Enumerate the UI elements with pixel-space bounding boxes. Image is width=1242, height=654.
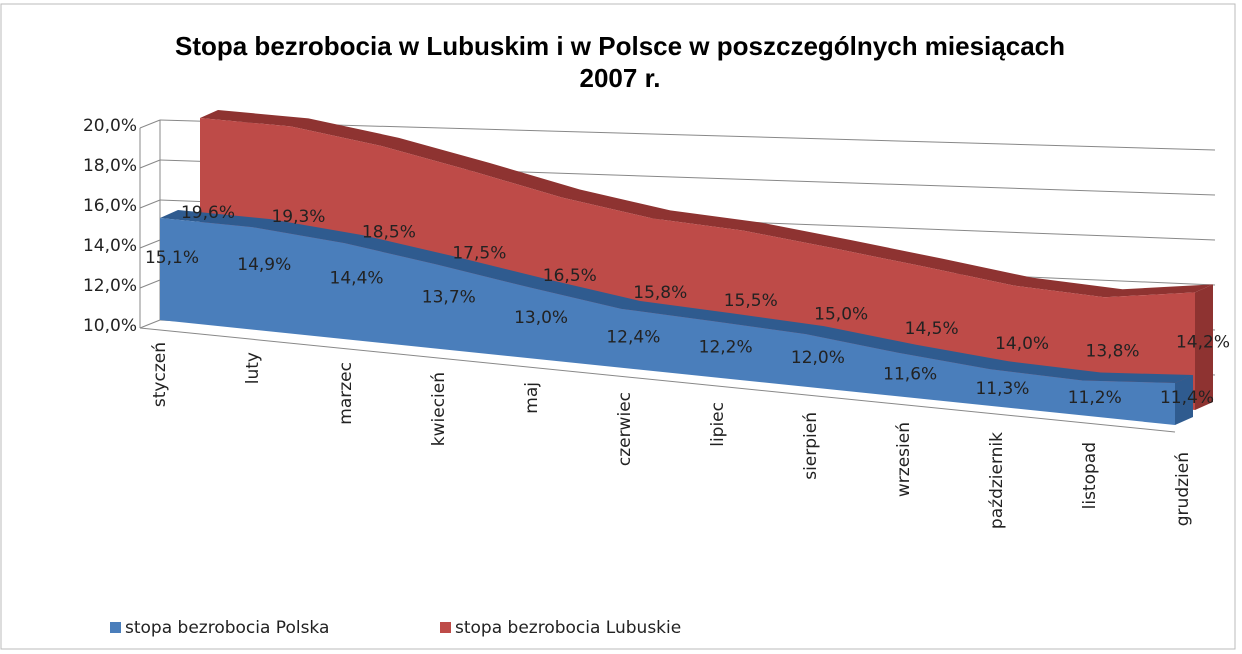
y-tick-label: 18,0%	[83, 156, 137, 176]
value-label: 14,9%	[237, 255, 291, 275]
value-label: 19,3%	[271, 207, 325, 227]
value-label: 13,7%	[422, 288, 476, 308]
value-label: 12,2%	[699, 338, 753, 358]
x-tick-label: kwiecień	[429, 372, 449, 446]
value-label: 14,2%	[1176, 332, 1230, 352]
legend-label: stopa bezrobocia Polska	[125, 618, 329, 638]
y-tick-label: 20,0%	[83, 116, 137, 136]
value-label: 14,4%	[330, 269, 384, 289]
value-label: 11,4%	[1160, 388, 1214, 408]
x-tick-label: listopad	[1080, 442, 1100, 509]
value-label: 16,5%	[543, 266, 597, 286]
x-tick-label: styczeń	[150, 342, 170, 407]
value-label: 12,4%	[606, 327, 660, 347]
tick-mark	[139, 119, 161, 129]
value-label: 18,5%	[362, 223, 416, 243]
value-label: 15,0%	[814, 305, 868, 325]
tick-mark	[139, 159, 161, 169]
x-tick-label: lipiec	[708, 402, 728, 447]
area-top	[160, 210, 1193, 383]
value-label: 14,5%	[905, 319, 959, 339]
x-tick-label: grudzień	[1173, 452, 1193, 526]
y-tick-label: 12,0%	[83, 276, 137, 296]
chart-title: Stopa bezrobocia w Lubuskim i w Polsce w…	[174, 31, 1066, 93]
legend-swatch	[110, 622, 121, 633]
value-label: 13,8%	[1086, 341, 1140, 361]
tick-mark	[139, 199, 161, 209]
legend-swatch	[440, 622, 451, 633]
value-label: 11,3%	[975, 379, 1029, 399]
tick-mark	[139, 239, 161, 249]
y-tick-label: 16,0%	[83, 196, 137, 216]
y-tick-label: 14,0%	[83, 236, 137, 256]
value-label: 12,0%	[791, 348, 845, 368]
legend-label: stopa bezrobocia Lubuskie	[455, 618, 681, 638]
x-tick-label: sierpień	[801, 412, 821, 480]
value-label: 15,5%	[724, 291, 778, 311]
value-label: 15,8%	[633, 283, 687, 303]
x-tick-label: marzec	[336, 362, 356, 425]
tick-mark	[139, 279, 161, 289]
value-label: 11,2%	[1068, 388, 1122, 408]
x-tick-label: czerwiec	[615, 392, 635, 466]
x-tick-label: luty	[243, 352, 263, 384]
area	[200, 118, 1195, 410]
value-label: 17,5%	[452, 244, 506, 264]
floor-line	[139, 327, 1176, 433]
area	[160, 218, 1175, 425]
area-top	[200, 110, 1213, 298]
x-tick-label: wrzesień	[894, 422, 914, 497]
value-label: 15,1%	[145, 248, 199, 268]
area-side	[1195, 284, 1213, 410]
value-label: 19,6%	[181, 203, 235, 223]
x-tick-label: październik	[987, 432, 1007, 529]
area-side	[1175, 375, 1193, 425]
value-label: 14,0%	[995, 334, 1049, 354]
value-label: 11,6%	[883, 365, 937, 385]
value-label: 13,0%	[514, 308, 568, 328]
frame	[0, 3, 1236, 650]
y-tick-label: 10,0%	[83, 316, 137, 336]
tick-mark	[139, 319, 161, 329]
x-tick-label: maj	[522, 382, 542, 414]
